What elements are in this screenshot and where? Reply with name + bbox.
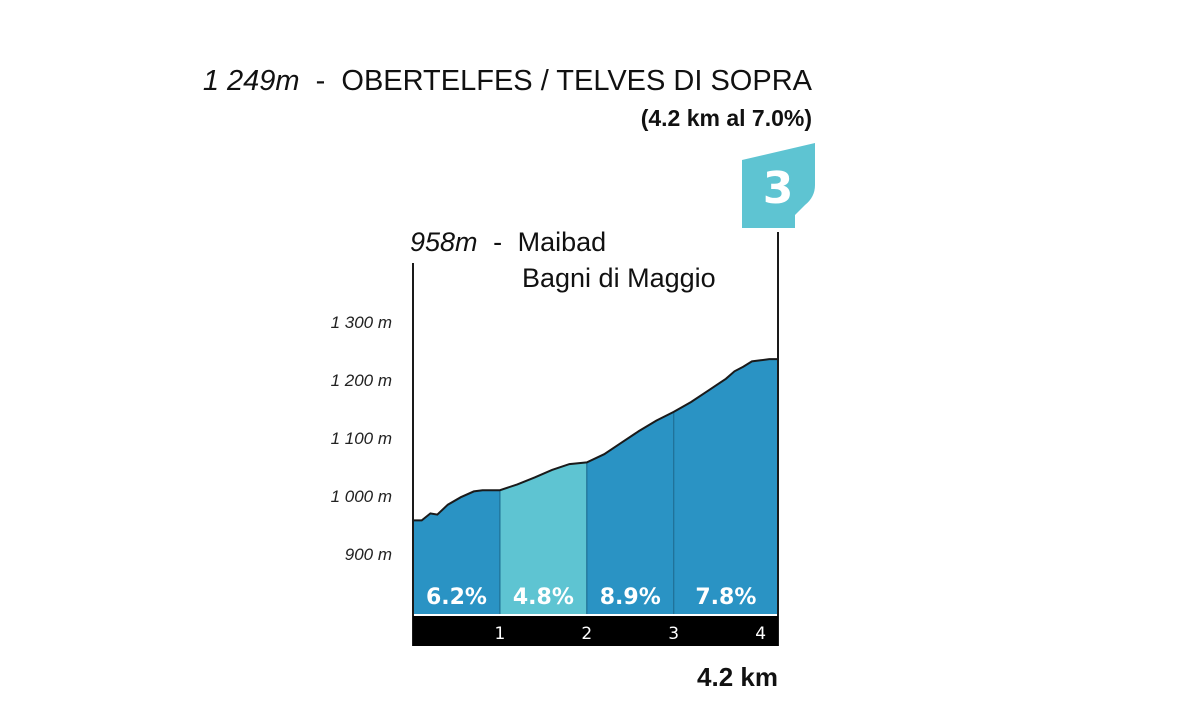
start-altitude: 958m xyxy=(410,227,478,257)
distance-axis-bar xyxy=(413,616,778,646)
y-tick-label: 1 100 m xyxy=(331,429,392,448)
segment-gradient-label: 8.9% xyxy=(600,585,661,610)
x-tick-label: 4 xyxy=(755,624,766,644)
x-tick-label: 2 xyxy=(581,624,592,644)
x-tick-label: 1 xyxy=(494,624,505,644)
summit-altitude: 1 249m xyxy=(203,65,300,97)
category-number: 3 xyxy=(763,163,794,214)
profile-segment xyxy=(499,462,587,614)
start-name-line2: Bagni di Maggio xyxy=(522,263,716,293)
segment-gradient-label: 6.2% xyxy=(426,585,487,610)
category-badge: 3 xyxy=(742,143,815,228)
y-tick-label: 1 300 m xyxy=(331,313,392,332)
segment-gradient-label: 7.8% xyxy=(695,585,756,610)
start-name-line1: Maibad xyxy=(518,227,607,257)
x-end-label: 4.2 km xyxy=(697,662,778,692)
profile-segment xyxy=(586,411,674,614)
segment-gradient-label: 4.8% xyxy=(513,585,574,610)
summit-header: 1 249m - OBERTELFES / TELVES DI SOPRA xyxy=(203,65,813,97)
profile-segment xyxy=(413,490,500,614)
summit-name: OBERTELFES / TELVES DI SOPRA xyxy=(341,65,812,97)
climb-stats: (4.2 km al 7.0%) xyxy=(641,105,812,131)
y-tick-label: 1 000 m xyxy=(331,487,392,506)
summit-separator: - xyxy=(316,65,326,97)
profile-segment xyxy=(673,359,778,614)
profile-line xyxy=(413,358,778,522)
x-tick-label: 3 xyxy=(668,624,679,644)
start-separator: - xyxy=(493,227,502,257)
y-tick-label: 900 m xyxy=(345,545,392,564)
y-tick-label: 1 200 m xyxy=(331,371,392,390)
start-header: 958m - Maibad xyxy=(410,227,606,257)
